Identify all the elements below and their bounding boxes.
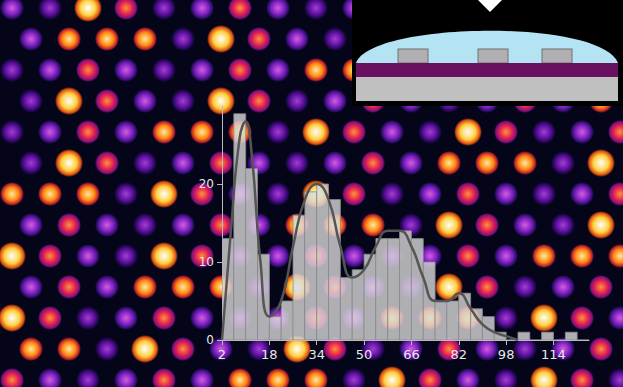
svg-text:34: 34 bbox=[308, 347, 325, 362]
svg-text:10: 10 bbox=[199, 255, 214, 269]
svg-text:98: 98 bbox=[498, 347, 515, 362]
svg-text:20: 20 bbox=[199, 177, 214, 191]
svg-text:50: 50 bbox=[356, 347, 373, 362]
svg-text:82: 82 bbox=[451, 347, 468, 362]
svg-text:2: 2 bbox=[218, 347, 226, 362]
svg-text:0: 0 bbox=[206, 333, 214, 347]
svg-text:18: 18 bbox=[261, 347, 278, 362]
svg-text:66: 66 bbox=[403, 347, 420, 362]
svg-text:114: 114 bbox=[541, 347, 566, 362]
